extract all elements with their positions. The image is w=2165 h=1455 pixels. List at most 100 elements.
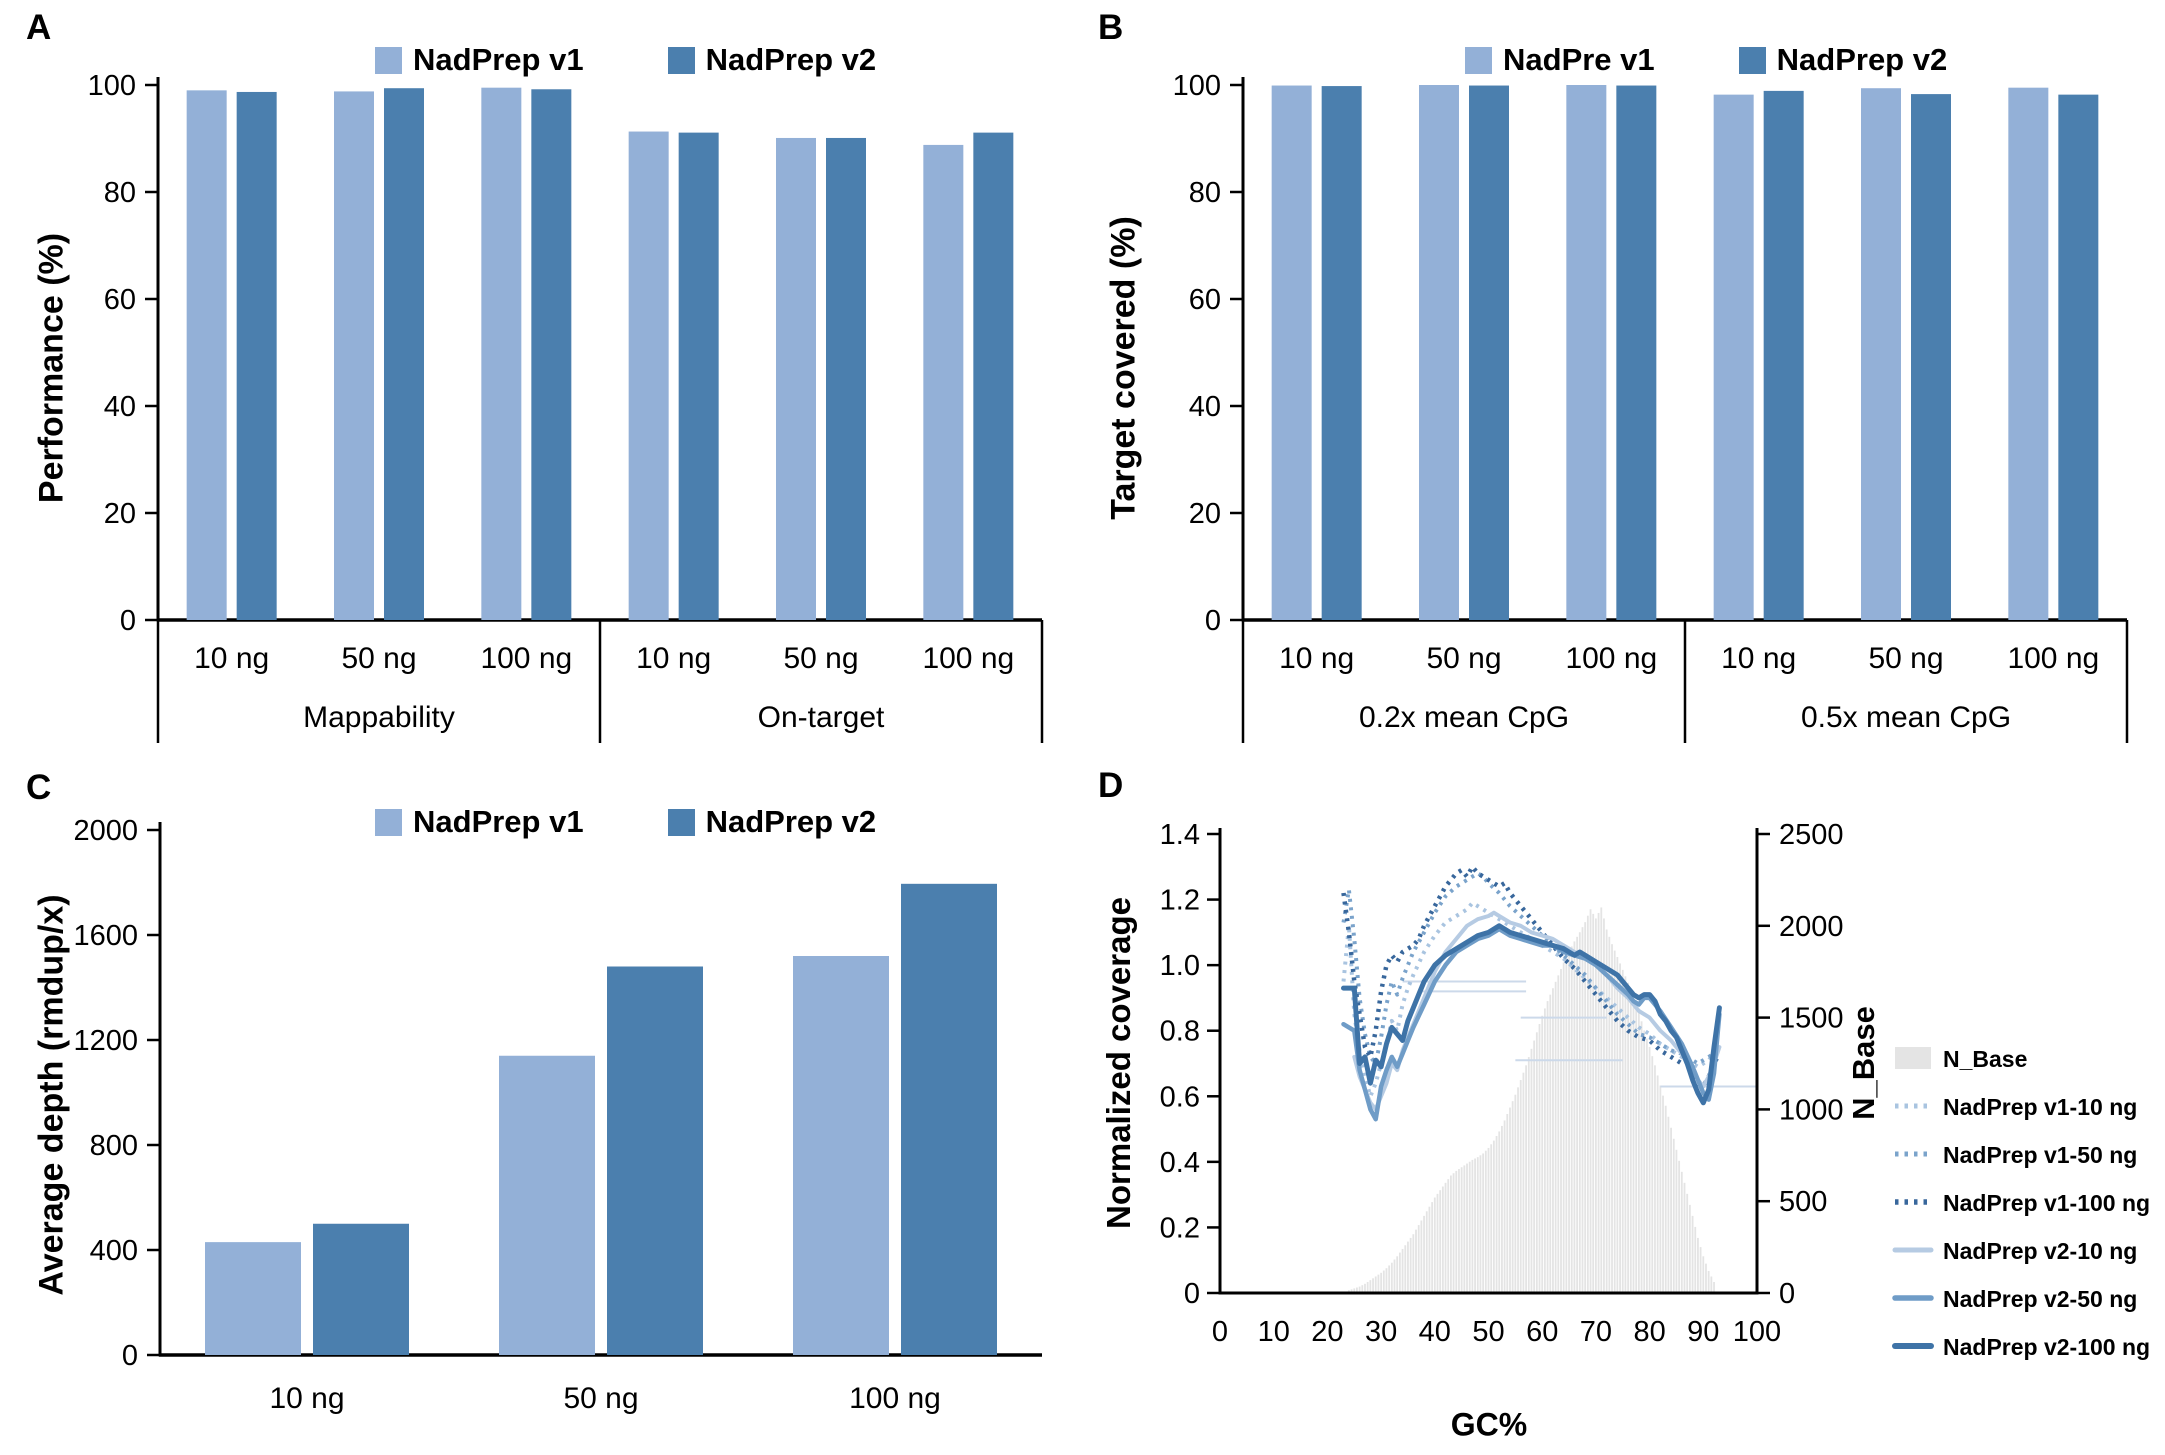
nbase-bar (1353, 1288, 1356, 1293)
category-label: 50 ng (341, 642, 416, 675)
nbase-bar (1678, 1160, 1681, 1293)
category-label: 10 ng (1279, 642, 1354, 675)
left-y-tick-label: 0 (1184, 1278, 1200, 1310)
nbase-bar (1476, 1157, 1479, 1293)
legend-label-nadprep-v2-50-ng: NadPrep v2-50 ng (1943, 1286, 2137, 1312)
panel-c-chart: 0 400 800 1200 1600 2000 10 ng 50 ng 100 ng (73, 815, 1042, 1415)
x-tick-label: 20 (1311, 1316, 1343, 1348)
nbase-bar (1412, 1234, 1415, 1293)
category-label: 100 ng (1565, 642, 1657, 675)
bar-nadprep-v2 (1469, 85, 1509, 620)
nbase-bar (1425, 1211, 1428, 1293)
bar-nadprep-v2 (1763, 90, 1804, 620)
nbase-bar (1605, 929, 1608, 1293)
nbase-bar (1374, 1276, 1377, 1293)
legend-label-nadprep-v1-100-ng: NadPrep v1-100 ng (1943, 1190, 2150, 1216)
group-label: On-target (758, 701, 885, 734)
nbase-bar (1450, 1175, 1452, 1293)
panel-d-x-axis-title: GC% (1450, 1406, 1528, 1443)
nbase-bar (1366, 1281, 1369, 1293)
nbase-bar (1675, 1149, 1678, 1293)
panel-a-label: A (26, 8, 52, 47)
nbase-bar (1527, 1057, 1530, 1293)
left-y-tick-label: 1.4 (1160, 819, 1200, 851)
nbase-bar (1616, 957, 1619, 1293)
nbase-bar (1415, 1229, 1417, 1293)
left-y-tick-label: 0.2 (1160, 1212, 1200, 1244)
nbase-bar (1713, 1281, 1715, 1293)
nbase-bar (1624, 976, 1627, 1293)
nbase-bar (1632, 997, 1635, 1293)
nbase-bar (1648, 1046, 1651, 1293)
panel-b-legend: NadPre v1 NadPrep v2 (1465, 42, 1947, 78)
right-y-tick-label: 500 (1779, 1186, 1827, 1218)
panel-c-legend: NadPrep v1 NadPrep v2 (375, 804, 876, 840)
x-tick-label: 40 (1419, 1316, 1451, 1348)
category-label: 10 ng (194, 642, 269, 675)
line-nadprep-v1-50-ng (1341, 871, 1721, 1066)
legend-label-nadprep-v1-50-ng: NadPrep v1-50 ng (1943, 1142, 2137, 1168)
nbase-bar (1576, 936, 1579, 1293)
nbase-bar (1385, 1268, 1388, 1293)
nbase-bar (1390, 1262, 1393, 1293)
nbase-bar (1364, 1283, 1366, 1293)
category-label: 50 ng (563, 1382, 638, 1415)
nbase-bar (1463, 1165, 1466, 1293)
bar-nadprep-v2 (1321, 86, 1362, 620)
nbase-bar (1509, 1107, 1511, 1293)
y-tick-label: 60 (104, 284, 136, 316)
nbase-bar (1474, 1158, 1476, 1293)
legend-label-v1: NadPrep v1 (413, 804, 584, 839)
x-tick-label: 30 (1365, 1316, 1397, 1348)
bar-nadprep-v2 (384, 88, 424, 620)
x-tick-label: 80 (1633, 1316, 1665, 1348)
bar-nadprep-v1 (628, 131, 669, 621)
nbase-bar (1597, 912, 1600, 1293)
nbase-bar (1458, 1169, 1460, 1293)
nbase-bar (1543, 1008, 1546, 1293)
y-tick-label: 80 (1189, 177, 1221, 209)
nbase-bar (1417, 1225, 1420, 1293)
nbase-bar (1549, 994, 1552, 1293)
legend-swatch-nbase (1895, 1047, 1931, 1069)
legend-swatch-v1 (375, 46, 402, 74)
x-tick-label: 0 (1212, 1316, 1228, 1348)
nbase-bar (1640, 1021, 1643, 1293)
nbase-bar (1398, 1252, 1401, 1293)
legend-label-v1: NadPre v1 (1503, 42, 1655, 77)
category-label: 100 ng (2007, 642, 2099, 675)
left-y-tick-label: 1.0 (1160, 950, 1200, 982)
nbase-bar (1621, 969, 1624, 1293)
right-y-tick-label: 0 (1779, 1278, 1795, 1310)
nbase-bar (1511, 1101, 1514, 1293)
nbase-bar (1441, 1186, 1444, 1293)
bar-nadprep-v1 (186, 90, 227, 621)
nbase-bar (1433, 1197, 1436, 1293)
nbase-bar (1562, 962, 1565, 1293)
nbase-bar (1361, 1285, 1364, 1293)
bar-nadprep-v1 (923, 144, 964, 621)
bar-nadprep-v2 (826, 137, 866, 620)
nbase-bar (1484, 1150, 1487, 1293)
nbase-histogram (1347, 907, 1715, 1293)
bar-nadprep-v1 (334, 91, 374, 621)
nbase-bar (1664, 1105, 1667, 1293)
bar-nadprep-v1 (499, 1055, 595, 1355)
nbase-bar (1514, 1094, 1517, 1293)
nbase-bar (1586, 915, 1589, 1293)
nbase-bar (1637, 1012, 1640, 1293)
nbase-bar (1482, 1153, 1485, 1293)
x-tick-label: 60 (1526, 1316, 1558, 1348)
category-label: 50 ng (1426, 642, 1501, 675)
bar-nadprep-v2 (901, 883, 997, 1355)
nbase-bar (1404, 1245, 1407, 1293)
nbase-bar (1492, 1140, 1495, 1293)
nbase-bar (1654, 1065, 1656, 1293)
nbase-bar (1686, 1193, 1689, 1293)
nbase-bar (1506, 1113, 1509, 1293)
y-tick-label: 1600 (73, 920, 138, 952)
nbase-bar (1372, 1278, 1374, 1293)
nbase-bar (1608, 936, 1611, 1293)
nbase-bar (1495, 1136, 1498, 1293)
